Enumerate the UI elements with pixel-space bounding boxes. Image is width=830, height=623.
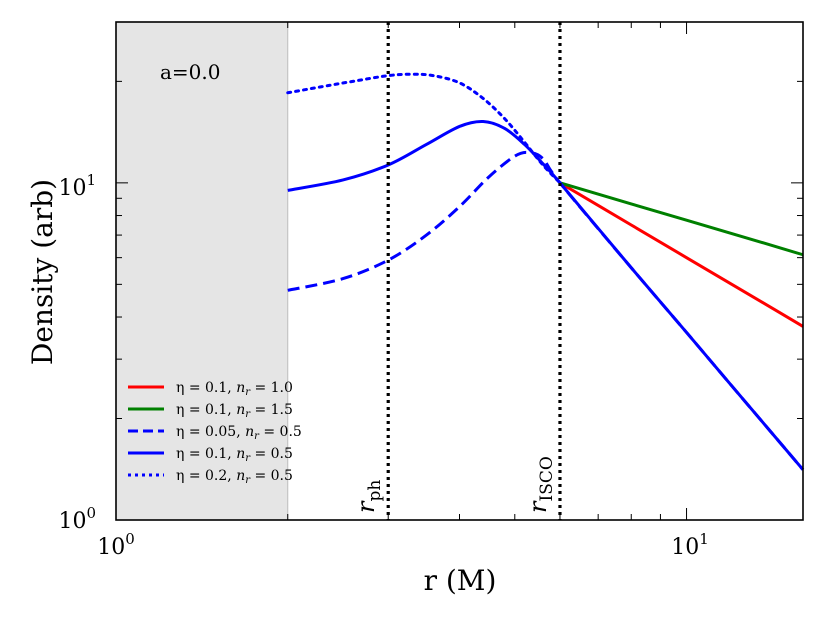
vline-layer xyxy=(386,22,562,520)
legend: η = 0.1, nr = 1.0 η = 0.1, nr = 1.5 η = 0.… xyxy=(128,380,302,486)
xtick-label-1: 101 xyxy=(671,530,709,560)
legend-label-1: η = 0.1, nr = 1.5 xyxy=(176,402,293,420)
vline-label-rph-main: r xyxy=(352,500,380,513)
vline-label-risco: rISCO xyxy=(524,456,557,513)
plot-frame xyxy=(115,21,804,521)
annotation-text: a=0.0 xyxy=(160,60,221,84)
legend-label-3: η = 0.1, nr = 0.5 xyxy=(176,446,293,464)
ytick-label-1: 101 xyxy=(58,171,96,201)
shaded-region xyxy=(115,21,289,521)
series-line-0 xyxy=(559,181,804,328)
vline-label-rph: rph xyxy=(352,480,385,513)
y-axis-title: Density (arb) xyxy=(26,179,59,365)
series-layer xyxy=(286,72,805,471)
legend-label-0: η = 0.1, nr = 1.0 xyxy=(176,380,293,398)
series-line-4 xyxy=(286,72,562,185)
vline-label-risco-main: r xyxy=(524,500,552,513)
series-line-3 xyxy=(287,120,805,471)
vline-label-rph-sub: ph xyxy=(365,480,385,502)
series-line-2 xyxy=(287,150,805,471)
x-axis-title: r (M) xyxy=(424,564,497,597)
vline-label-risco-sub: ISCO xyxy=(537,456,557,501)
xtick-label-0: 100 xyxy=(97,530,135,560)
ytick-label-0: 100 xyxy=(58,504,96,534)
series-line-1 xyxy=(559,181,804,257)
legend-label-4: η = 0.2, nr = 0.5 xyxy=(176,468,293,486)
legend-label-2: η = 0.05, nr = 0.5 xyxy=(176,424,302,442)
